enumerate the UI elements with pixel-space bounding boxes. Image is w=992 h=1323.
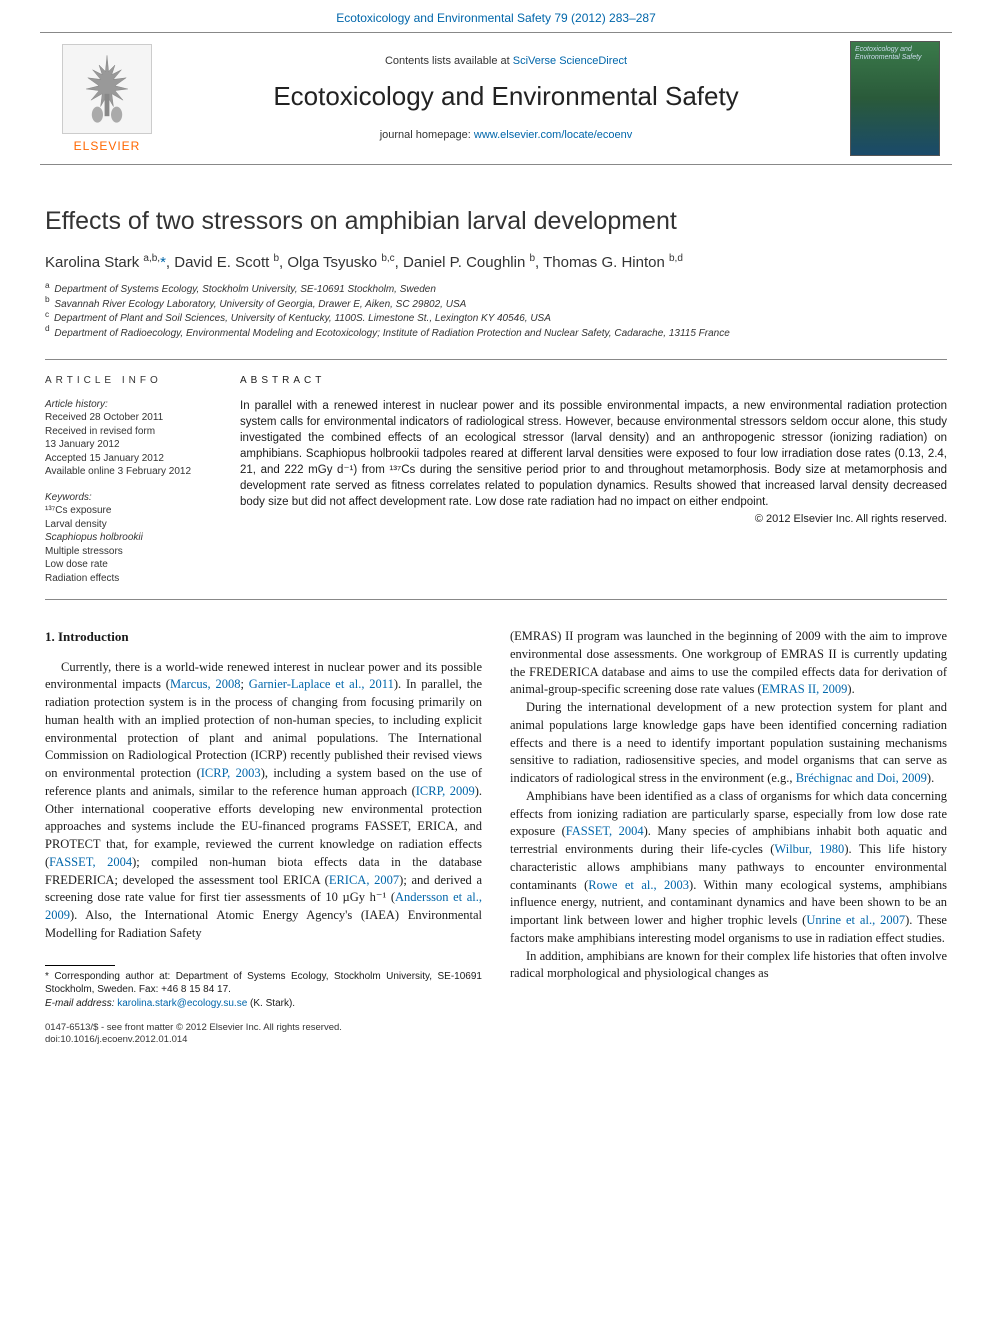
column-right: (EMRAS) II program was launched in the b…	[510, 628, 947, 1047]
article-front-matter: Effects of two stressors on amphibian la…	[45, 205, 947, 600]
affiliation-list: a Department of Systems Ecology, Stockho…	[45, 283, 947, 341]
affiliation-line: a Department of Systems Ecology, Stockho…	[45, 283, 947, 298]
contents-lists-line: Contents lists available at SciVerse Sci…	[172, 54, 840, 69]
email-label: E-mail address:	[45, 998, 117, 1009]
body-paragraph: Amphibians have been identified as a cla…	[510, 788, 947, 948]
article-history-label: Article history:	[45, 399, 108, 410]
homepage-prefix: journal homepage:	[380, 129, 474, 141]
cover-title: Ecotoxicology and Environmental Safety	[855, 46, 935, 61]
keyword-line: ¹³⁷Cs exposure	[45, 504, 220, 518]
corresponding-author-footnote: * Corresponding author at: Department of…	[45, 965, 482, 1011]
elsevier-wordmark: ELSEVIER	[74, 138, 141, 154]
column-left: 1. Introduction Currently, there is a wo…	[45, 628, 482, 1047]
body-paragraph: In addition, amphibians are known for th…	[510, 948, 947, 984]
article-info-heading: article info	[45, 374, 220, 388]
history-line: Accepted 15 January 2012	[45, 452, 220, 466]
author-list: Karolina Stark a,b,*, David E. Scott b, …	[45, 253, 947, 273]
journal-header-bar: ELSEVIER Contents lists available at Sci…	[40, 32, 952, 165]
keyword-line: Larval density	[45, 518, 220, 532]
abstract-copyright: © 2012 Elsevier Inc. All rights reserved…	[240, 512, 947, 527]
body-paragraph: Currently, there is a world-wide renewed…	[45, 659, 482, 943]
abstract-heading: abstract	[240, 374, 947, 388]
article-info-left: article info Article history: Received 2…	[45, 374, 240, 585]
corresponding-author-text: * Corresponding author at: Department of…	[45, 970, 482, 997]
journal-homepage-link[interactable]: www.elsevier.com/locate/ecoenv	[474, 129, 632, 141]
top-citation-link[interactable]: Ecotoxicology and Environmental Safety 7…	[0, 0, 992, 32]
affiliation-line: b Savannah River Ecology Laboratory, Uni…	[45, 298, 947, 313]
issn-line: 0147-6513/$ - see front matter © 2012 El…	[45, 1022, 482, 1034]
article-title: Effects of two stressors on amphibian la…	[45, 205, 947, 239]
history-line: Received 28 October 2011	[45, 411, 220, 425]
footnote-rule	[45, 965, 115, 966]
journal-homepage-line: journal homepage: www.elsevier.com/locat…	[172, 128, 840, 143]
body-paragraph: (EMRAS) II program was launched in the b…	[510, 628, 947, 699]
footer-block: 0147-6513/$ - see front matter © 2012 El…	[45, 1022, 482, 1047]
elsevier-logo[interactable]: ELSEVIER	[52, 44, 162, 154]
keywords-label: Keywords:	[45, 492, 92, 503]
elsevier-tree-icon	[62, 44, 152, 134]
journal-cover-thumbnail[interactable]: Ecotoxicology and Environmental Safety	[850, 41, 940, 156]
corresponding-email-link[interactable]: karolina.stark@ecology.su.se	[117, 998, 247, 1009]
history-line: Available online 3 February 2012	[45, 465, 220, 479]
body-paragraph: During the international development of …	[510, 699, 947, 788]
article-info-row: article info Article history: Received 2…	[45, 359, 947, 600]
keyword-line: Radiation effects	[45, 572, 220, 586]
history-line: Received in revised form	[45, 425, 220, 439]
keyword-line: Low dose rate	[45, 558, 220, 572]
email-suffix: (K. Stark).	[247, 998, 295, 1009]
abstract-text: In parallel with a renewed interest in n…	[240, 398, 947, 511]
section-1-heading: 1. Introduction	[45, 628, 482, 646]
journal-name: Ecotoxicology and Environmental Safety	[172, 79, 840, 114]
keyword-line: Scaphiopus holbrookii	[45, 531, 220, 545]
affiliation-line: d Department of Radioecology, Environmen…	[45, 327, 947, 342]
history-line: 13 January 2012	[45, 438, 220, 452]
sciencedirect-link[interactable]: SciVerse ScienceDirect	[513, 55, 627, 67]
keyword-line: Multiple stressors	[45, 545, 220, 559]
doi-line: doi:10.1016/j.ecoenv.2012.01.014	[45, 1034, 482, 1046]
affiliation-line: c Department of Plant and Soil Sciences,…	[45, 312, 947, 327]
contents-prefix: Contents lists available at	[385, 55, 513, 67]
article-info-right: abstract In parallel with a renewed inte…	[240, 374, 947, 585]
header-center: Contents lists available at SciVerse Sci…	[162, 54, 850, 143]
body-two-columns: 1. Introduction Currently, there is a wo…	[45, 628, 947, 1047]
